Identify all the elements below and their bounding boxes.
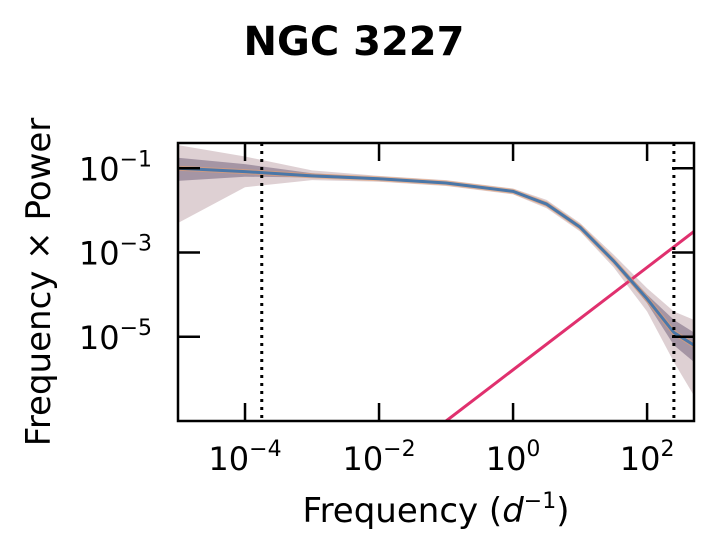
plot-area [178,143,694,421]
y-tick-label-exp: −3 [120,232,152,257]
x-tick-label-base: 10 [486,440,527,478]
noise-level-line [445,230,694,421]
x-tick-label-base: 10 [342,440,383,478]
x-tick-label-exp: 2 [660,437,674,462]
y-tick-label: 10−1 [79,147,152,188]
x-tick-label-exp: −4 [249,437,281,462]
x-axis-label-var: d [502,491,524,531]
tick-marks [178,143,694,421]
x-axis-label-exp: −1 [524,489,556,514]
x-axis-label: Frequency (d−1) [302,489,569,531]
y-tick-label: 10−3 [79,232,152,273]
y-tick-label-exp: −5 [120,316,152,341]
chart-title: NGC 3227 [244,19,465,65]
x-tick-label-exp: 0 [526,437,540,462]
y-tick-label-base: 10 [79,150,120,188]
y-tick-label-exp: −1 [120,147,152,172]
x-tick-label-exp: −2 [383,437,415,462]
x-axis-label-suffix: ) [556,491,569,531]
y-axis-label: Frequency × Power [19,118,59,447]
x-tick-label: 102 [620,437,675,478]
median-psd-halo [178,165,694,348]
y-tick-label-base: 10 [79,235,120,273]
plot-frame [176,141,696,423]
x-tick-label-base: 10 [620,440,661,478]
y-tick-label: 10−5 [79,316,152,357]
median-psd-line [178,166,694,347]
x-tick-label: 10−4 [208,437,281,478]
y-tick-label-base: 10 [79,319,120,357]
x-tick-label: 100 [486,437,541,478]
x-tick-label-base: 10 [208,440,249,478]
x-tick-label: 10−2 [342,437,415,478]
x-axis-label-prefix: Frequency ( [302,491,502,531]
